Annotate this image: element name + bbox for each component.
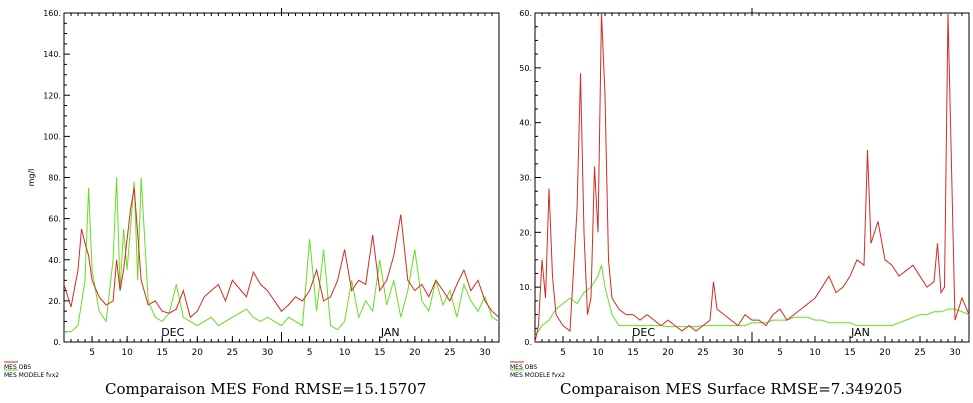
left-xtick-label: 5 [307,348,313,358]
left-ytick-label: 0. [53,338,61,347]
left-ytick-label: 100. [43,132,61,141]
left-ytick-label: 120. [43,91,61,100]
right-ytick-label: 20. [519,228,532,237]
left-ytick-label: 80. [48,174,61,183]
left-xtick-label: 15 [156,348,167,358]
right-series-model [534,265,970,337]
right-xtick-label: 25 [697,348,708,358]
left-xtick-label: 10 [121,348,133,358]
right-ytick-label: 0. [524,338,532,347]
left-xtick-label: 5 [89,348,95,358]
caption-left: Comparaison MES Fond RMSE=15.15707 [105,380,427,398]
legend-left-model: MES MODELE fvx2 [4,372,59,380]
left-month-label: DEC [161,326,184,339]
right-ytick-label: 10. [519,283,532,292]
legend-right-obs-label: MES OBS [510,364,538,371]
right-xtick-label: 5 [777,348,783,358]
left-ytick-label: 20. [48,297,61,306]
left-xtick-label: 20 [409,348,421,358]
right-ytick-label: 60. [519,9,532,18]
right-xtick-label: 30 [949,348,961,358]
legend-right: MES OBS MES MODELE fvx2 [510,364,565,380]
left-series-obs [63,187,500,319]
left-ytick-label: 40. [48,256,61,265]
left-plot-frame [63,12,500,343]
left-xtick-label: 25 [444,348,455,358]
right-month-label: DEC [632,326,655,339]
right-plot-frame [534,12,970,343]
legend-right-obs: MES OBS [510,364,565,372]
right-xtick-label: 15 [627,348,638,358]
left-xtick-label: 30 [479,348,491,358]
caption-right: Comparaison MES Surface RMSE=7.349205 [560,380,903,398]
legend-right-model-label: MES MODELE fvx2 [510,372,566,379]
left-ytick-label: 60. [48,215,61,224]
left-ylabel: mg/l [27,169,36,187]
left-xtick-label: 25 [227,348,238,358]
left-xtick-label: 15 [374,348,385,358]
right-xtick-label: 25 [914,348,925,358]
left-month-label: JAN [380,326,400,339]
right-ytick-label: 30. [519,174,532,183]
right-xtick-label: 20 [879,348,891,358]
left-xtick-label: 20 [192,348,204,358]
right-ytick-label: 40. [519,119,532,128]
right-xtick-label: 20 [662,348,674,358]
legend-left: MES OBS MES MODELE fvx2 [4,364,59,380]
legend-left-model-label: MES MODELE fvx2 [4,372,60,379]
legend-left-obs-label: MES OBS [4,364,32,371]
legend-left-obs: MES OBS [4,364,59,372]
right-xtick-label: 30 [732,348,744,358]
legend-right-model: MES MODELE fvx2 [510,372,565,380]
right-xtick-label: 10 [809,348,821,358]
right-ytick-label: 50. [519,64,532,73]
right-xtick-label: 15 [844,348,855,358]
left-xtick-label: 30 [262,348,274,358]
right-series-obs [534,12,970,343]
right-month-label: JAN [850,326,870,339]
right-xtick-label: 10 [592,348,604,358]
left-ytick-label: 160. [43,9,61,18]
left-series-model [64,177,500,333]
left-xtick-label: 10 [339,348,351,358]
left-ytick-label: 140. [43,50,61,59]
right-xtick-label: 5 [560,348,566,358]
